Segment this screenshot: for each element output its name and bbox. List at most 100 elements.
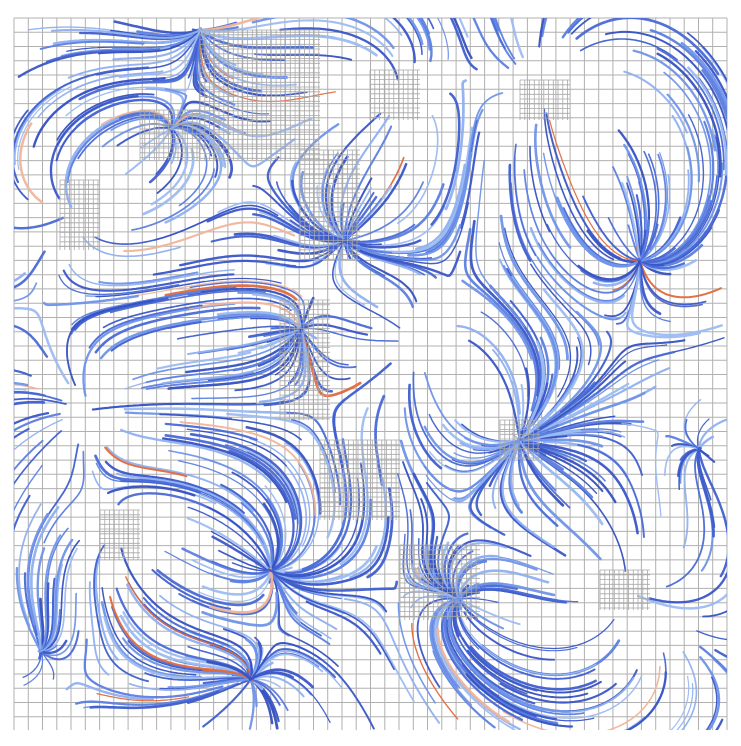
streamline <box>397 114 439 225</box>
streamline <box>577 444 645 538</box>
streamline <box>676 682 694 730</box>
streamline <box>179 254 319 267</box>
streamline <box>656 52 722 178</box>
streamline <box>579 38 678 61</box>
streamline <box>461 618 597 676</box>
streamline <box>494 18 516 60</box>
streamline <box>499 674 643 719</box>
streamline <box>445 604 558 720</box>
streamline <box>274 327 302 376</box>
streamline <box>190 113 313 138</box>
streamline <box>14 369 32 377</box>
streamline <box>541 18 548 38</box>
streamline <box>123 407 287 415</box>
streamline <box>14 430 63 486</box>
streamline <box>164 434 297 520</box>
streamline <box>480 311 529 398</box>
streamline <box>560 330 613 413</box>
streamline <box>714 648 727 659</box>
streamline <box>708 692 720 730</box>
streamline <box>14 383 39 390</box>
streamline <box>623 143 648 231</box>
streamline <box>305 600 382 655</box>
streamline <box>440 601 524 721</box>
streamline <box>508 163 532 262</box>
streamline <box>548 119 643 262</box>
streamline <box>251 18 395 50</box>
streamline <box>430 92 461 226</box>
streamline <box>14 216 65 230</box>
streamline <box>632 49 717 152</box>
streamline <box>636 592 727 610</box>
streamline <box>407 151 473 257</box>
streamline <box>522 440 617 504</box>
streamline <box>475 159 526 328</box>
streamline <box>97 29 202 55</box>
streamline <box>26 512 50 626</box>
streamline <box>339 407 369 566</box>
streamline <box>14 439 44 472</box>
streamline <box>66 113 173 184</box>
streamline <box>151 568 232 610</box>
streamline <box>161 437 288 504</box>
streamline <box>109 595 253 682</box>
streamline <box>14 397 67 405</box>
streamline <box>472 18 510 70</box>
streamline <box>427 18 435 30</box>
streamline <box>643 150 657 247</box>
streamline <box>469 219 540 397</box>
streamline <box>116 472 272 571</box>
streamline <box>14 494 31 532</box>
streamline <box>65 682 155 701</box>
streamline <box>14 418 63 451</box>
streamline <box>88 304 203 349</box>
streamline <box>396 472 437 592</box>
streamline <box>490 18 506 50</box>
streamline <box>14 109 29 201</box>
streamline <box>268 516 390 586</box>
streamline <box>98 271 199 285</box>
streamline <box>198 28 308 97</box>
streamline <box>541 382 630 431</box>
streamline <box>14 391 63 402</box>
streamline <box>66 299 154 386</box>
streamline <box>152 259 297 276</box>
streamline <box>96 692 190 702</box>
streamline <box>411 622 459 720</box>
streamline <box>567 18 584 34</box>
streamline <box>397 602 436 704</box>
streamline <box>510 18 525 59</box>
streamline <box>14 250 46 289</box>
streamline <box>119 614 250 680</box>
streamline <box>161 345 292 385</box>
streamline <box>83 638 224 699</box>
streamline <box>14 400 46 406</box>
streamline <box>436 627 510 724</box>
streamline <box>648 570 727 604</box>
streamline <box>665 447 706 588</box>
streamline <box>284 438 353 575</box>
streamline <box>511 275 560 411</box>
streamline <box>570 18 592 35</box>
streamline <box>105 446 254 512</box>
streamline <box>530 452 604 526</box>
streamline <box>407 18 424 46</box>
streamline <box>383 18 403 36</box>
streamline <box>536 256 622 321</box>
streamline <box>14 411 50 425</box>
streamline <box>93 544 150 683</box>
streamline <box>656 48 725 171</box>
streamline <box>201 591 279 627</box>
streamline <box>452 18 473 60</box>
streamline <box>164 422 258 441</box>
streamline <box>164 284 298 301</box>
streamline <box>426 92 504 252</box>
streamline <box>456 324 521 415</box>
streamline <box>88 581 110 676</box>
streamline <box>701 69 727 123</box>
streamline <box>694 50 727 101</box>
streamline <box>107 485 196 497</box>
fine-grid <box>59 29 650 620</box>
streamline <box>156 351 252 370</box>
streamline <box>14 324 49 358</box>
